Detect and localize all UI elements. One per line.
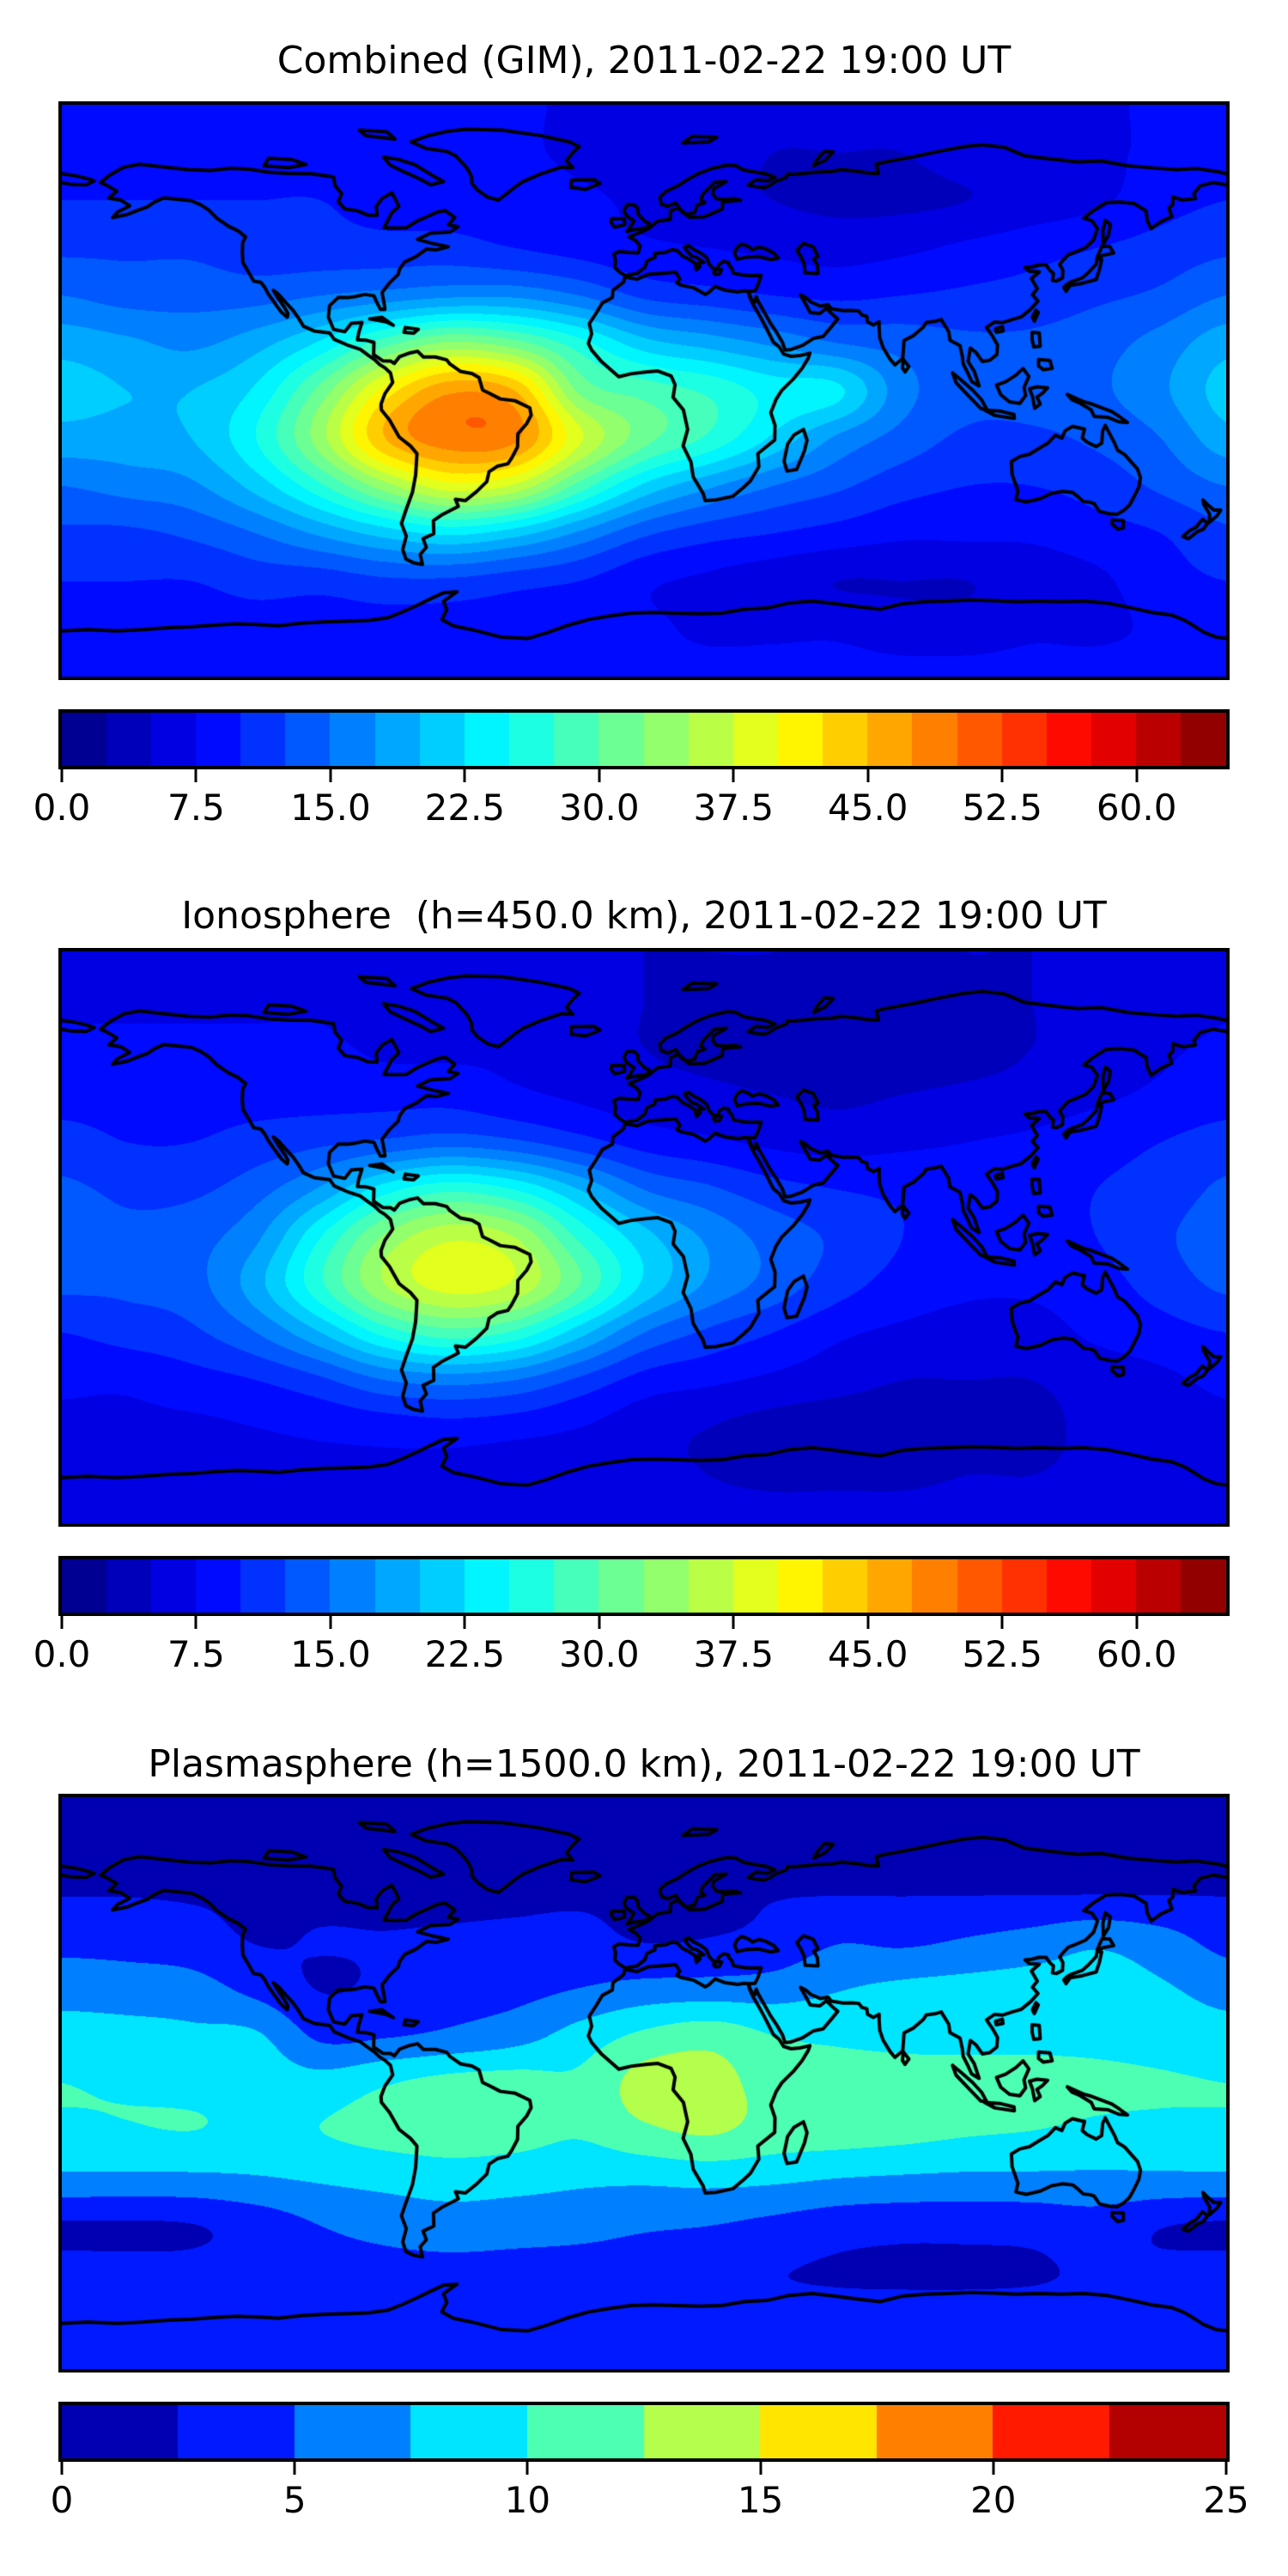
colorbar-tick-label: 37.5 — [693, 1633, 775, 1675]
colorbar-tick-label: 22.5 — [424, 1633, 506, 1675]
colorbar-tick-label: 15.0 — [290, 787, 371, 829]
colorbar-tick — [732, 1616, 735, 1629]
colorbar-tick — [1135, 769, 1139, 782]
colorbar-tick — [759, 2462, 762, 2475]
colorbar-tick — [598, 769, 601, 782]
colorbar-tick-label: 20 — [970, 2479, 1017, 2521]
panel-title-ionosphere: Ionosphere (h=450.0 km), 2011-02-22 19:0… — [181, 894, 1107, 938]
colorbar-tick-label: 52.5 — [962, 1633, 1042, 1675]
colorbar-tick — [732, 769, 735, 782]
colorbar-tick — [329, 1616, 332, 1629]
colorbar-ticks-ionosphere: 0.0 7.5 15.0 22.5 30.0 37.5 45.0 52.5 60.0 — [33, 1616, 1226, 1710]
colorbar-tick — [60, 769, 64, 782]
colorbar-tick-label: 10 — [504, 2479, 551, 2521]
colorbar-tick-label: 52.5 — [962, 787, 1042, 829]
colorbar-tick-label: 30.0 — [559, 787, 640, 829]
colorbar-tick — [463, 1616, 466, 1629]
colorbar-tick — [1000, 1616, 1004, 1629]
colorbar-tick — [1224, 2462, 1228, 2475]
colorbar-canvas-plasmasphere — [58, 2402, 1230, 2462]
colorbar-tick — [194, 769, 197, 782]
colorbar-tick-label: 15.0 — [290, 1633, 371, 1675]
colorbar-tick — [992, 2462, 995, 2475]
colorbar-tick-label: 7.5 — [167, 1633, 225, 1675]
colorbar-tick — [866, 1616, 870, 1629]
colorbar-ticks-combined: 0.0 7.5 15.0 22.5 30.0 37.5 45.0 52.5 60.0 — [33, 769, 1226, 864]
colorbar-canvas-combined — [58, 709, 1230, 769]
panel-title-plasmasphere: Plasmasphere (h=1500.0 km), 2011-02-22 1… — [148, 1742, 1140, 1786]
colorbar-tick-label: 60.0 — [1096, 1633, 1177, 1675]
colorbar-tick — [463, 769, 466, 782]
colorbar-tick-label: 37.5 — [693, 787, 775, 829]
map-canvas-plasmasphere — [58, 1794, 1230, 2372]
colorbar-tick-label: 0 — [50, 2479, 74, 2521]
colorbar-tick-label: 30.0 — [559, 1633, 640, 1675]
colorbar-tick-label: 5 — [283, 2479, 307, 2521]
colorbar-canvas-ionosphere — [58, 1556, 1230, 1616]
colorbar-tick — [1000, 769, 1004, 782]
colorbar-tick — [598, 1616, 601, 1629]
colorbar-tick-label: 7.5 — [167, 787, 225, 829]
map-canvas-combined — [58, 101, 1230, 680]
panel-title-combined: Combined (GIM), 2011-02-22 19:00 UT — [276, 39, 1012, 82]
colorbar-tick — [293, 2462, 296, 2475]
colorbar-ticks-plasmasphere: 0 5 10 15 20 25 — [51, 2462, 1249, 2556]
colorbar-tick-label: 0.0 — [33, 787, 91, 829]
colorbar-tick — [329, 769, 332, 782]
colorbar-tick-label: 15 — [737, 2479, 784, 2521]
colorbar-tick-label: 45.0 — [828, 1633, 908, 1675]
colorbar-tick — [60, 1616, 64, 1629]
colorbar-tick — [866, 769, 870, 782]
map-canvas-ionosphere — [58, 948, 1230, 1527]
colorbar-tick-label: 60.0 — [1096, 787, 1177, 829]
colorbar-tick-label: 25 — [1203, 2479, 1249, 2521]
colorbar-tick — [526, 2462, 529, 2475]
colorbar-tick-label: 45.0 — [828, 787, 908, 829]
colorbar-tick — [60, 2462, 64, 2475]
colorbar-tick-label: 22.5 — [424, 787, 506, 829]
colorbar-tick — [1135, 1616, 1139, 1629]
colorbar-tick — [194, 1616, 197, 1629]
colorbar-tick-label: 0.0 — [33, 1633, 91, 1675]
